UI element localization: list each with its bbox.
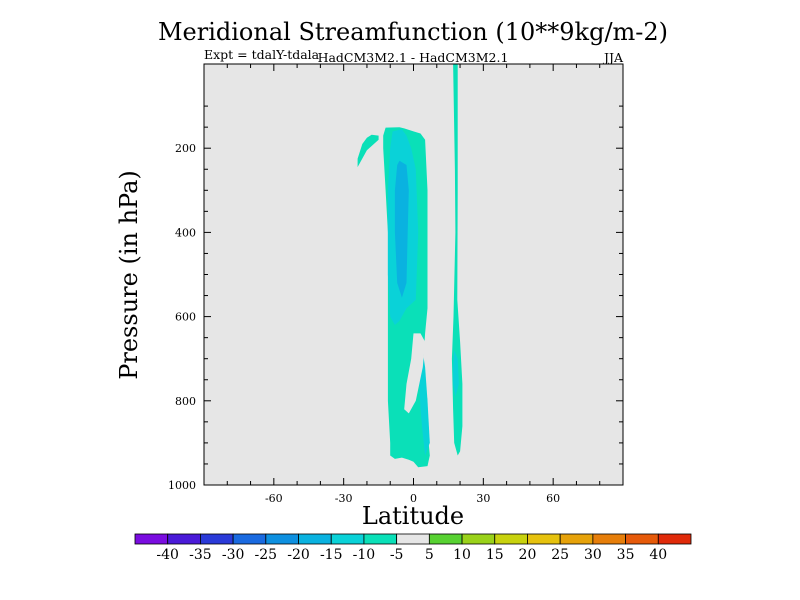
y-tick-label: 800 — [175, 395, 196, 408]
colorbar-swatch — [428, 533, 463, 545]
colorbar-label: 25 — [551, 547, 569, 563]
x-tick-label: 60 — [546, 492, 560, 505]
colorbar-label: -25 — [255, 547, 278, 563]
colorbar-label: -10 — [353, 547, 376, 563]
colorbar-swatch — [298, 533, 332, 545]
contour-fills — [357, 64, 463, 468]
contour-region-7 — [404, 333, 426, 414]
colorbar-swatch — [494, 533, 528, 545]
colorbar-label: 30 — [584, 547, 602, 563]
colorbar-label: -15 — [320, 547, 343, 563]
colorbar: -40 -35 -30 -25 -20 -15 -10 -5 5 10 15 20 25 30 35 40 — [134, 533, 692, 563]
x-tick-label: -30 — [335, 492, 353, 505]
subtitle-right: JJA — [602, 50, 624, 65]
subtitle-center: HadCM3M2.1 - HadCM3M2.1 — [318, 50, 509, 65]
contour-region-1 — [357, 134, 379, 168]
y-tick-label: 600 — [175, 311, 196, 324]
colorbar-swatch — [461, 533, 496, 545]
colorbar-swatch — [559, 533, 594, 545]
colorbar-swatch — [527, 533, 561, 545]
colorbar-label: -30 — [222, 547, 245, 563]
x-tick-label: -60 — [265, 492, 283, 505]
colorbar-swatch — [232, 533, 267, 545]
colorbar-label: -40 — [156, 547, 179, 563]
colorbar-swatch — [363, 533, 398, 545]
colorbar-label: 35 — [617, 547, 635, 563]
contour-region-6 — [394, 160, 409, 298]
colorbar-swatch — [200, 533, 234, 545]
y-tick-label: 200 — [175, 142, 196, 155]
y-axis-title: Pressure (in hPa) — [115, 170, 143, 380]
colorbar-label: -5 — [390, 547, 404, 563]
x-axis-title: Latitude — [362, 502, 464, 530]
colorbar-swatch — [330, 533, 365, 545]
colorbar-label: 20 — [519, 547, 537, 563]
colorbar-label: 15 — [486, 547, 504, 563]
colorbar-swatch — [167, 533, 201, 545]
colorbar-label: -20 — [287, 547, 310, 563]
colorbar-swatch — [265, 533, 299, 545]
subtitle-left: Expt = tdalY-tdala — [204, 47, 320, 62]
colorbar-label: 5 — [425, 547, 434, 563]
axis-ticks: -60 -30 0 30 60 200 400 600 800 1000 — [168, 64, 623, 505]
contour-region-5 — [453, 350, 459, 397]
colorbar-label: 10 — [453, 547, 471, 563]
y-tick-label: 1000 — [168, 479, 196, 492]
chart-title: Meridional Streamfunction (10**9kg/m-2) — [158, 18, 668, 46]
x-tick-label: 0 — [410, 492, 417, 505]
colorbar-label: -35 — [189, 547, 212, 563]
x-tick-label: 30 — [476, 492, 490, 505]
y-tick-label: 400 — [175, 226, 196, 239]
colorbar-swatch — [592, 533, 626, 545]
colorbar-swatch — [396, 533, 430, 545]
colorbar-swatch — [625, 533, 659, 545]
colorbar-swatch — [134, 533, 169, 545]
colorbar-swatch — [657, 533, 692, 545]
colorbar-label: 40 — [649, 547, 667, 563]
